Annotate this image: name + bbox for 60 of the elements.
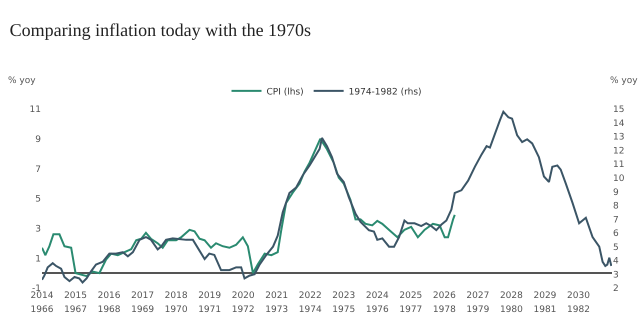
x2-tick-label: 1969 (131, 305, 154, 315)
y2-tick-label: 6 (613, 229, 619, 240)
y2-tick-label: 11 (613, 160, 624, 170)
x2-tick-label: 1975 (332, 305, 356, 315)
y2-axis-title: % yoy (610, 76, 638, 86)
y-tick-label: 5 (35, 194, 41, 205)
x-tick-label: 2025 (399, 291, 422, 301)
x-tick-label: 2022 (298, 291, 322, 301)
x-tick-label: 2018 (164, 291, 188, 301)
y2-tick-label: 2 (613, 284, 619, 294)
x-tick-label: 2024 (366, 291, 390, 301)
x-tick-label: 2020 (232, 291, 255, 301)
y2-tick-label: 12 (613, 146, 624, 156)
x2-tick-label: 1981 (533, 305, 556, 315)
x2-tick-label: 1982 (567, 305, 590, 315)
x2-tick-label: 1967 (64, 305, 87, 315)
x2-tick-label: 1976 (366, 305, 390, 315)
y-tick-label: 3 (35, 224, 41, 234)
y-tick-label: 11 (30, 105, 41, 116)
y2-tick-label: 10 (613, 174, 625, 184)
x-tick-label: 2029 (533, 291, 557, 301)
x-tick-label: 2023 (332, 291, 356, 301)
x2-tick-label: 1970 (164, 305, 188, 315)
y2-tick-label: 5 (613, 242, 619, 253)
chart-title: Comparing inflation today with the 1970s (10, 20, 312, 40)
y2-tick-label: 7 (613, 215, 619, 226)
y2-tick-label: 9 (613, 188, 619, 198)
y-axis-title: % yoy (8, 76, 36, 86)
legend-label: 1974-1982 (rhs) (348, 87, 422, 98)
x2-tick-label: 1978 (432, 305, 456, 315)
y-tick-label: 7 (35, 164, 41, 175)
x2-tick-label: 1973 (265, 305, 288, 315)
y2-tick-label: 15 (613, 105, 624, 116)
x2-tick-label: 1972 (232, 305, 255, 315)
x2-tick-label: 1980 (500, 305, 524, 315)
x-tick-label: 2015 (64, 291, 87, 301)
x2-tick-label: 1971 (198, 305, 222, 315)
x2-tick-label: 1977 (399, 305, 422, 315)
x2-tick-label: 1968 (98, 305, 121, 315)
x-tick-label: 2021 (265, 291, 288, 301)
y-tick-label: 1 (35, 254, 41, 264)
y-tick-label: 9 (35, 134, 42, 145)
y2-tick-label: 14 (613, 118, 625, 129)
x-tick-label: 2019 (198, 291, 222, 301)
line-series (42, 110, 612, 284)
legend-label: CPI (lhs) (266, 87, 304, 98)
y2-tick-label: 8 (613, 202, 619, 212)
x2-tick-label: 1974 (298, 305, 322, 315)
x2-tick-label: 1979 (466, 305, 490, 315)
x-tick-label: 2016 (98, 291, 121, 301)
x-tick-label: 2028 (500, 291, 524, 301)
x-tick-label: 2027 (466, 291, 490, 301)
x-tick-label: 2017 (131, 291, 154, 301)
y2-tick-label: 3 (613, 270, 619, 280)
y2-tick-label: 4 (613, 256, 619, 267)
line-series (42, 138, 456, 278)
x2-tick-label: 1966 (30, 305, 54, 315)
y2-tick-label: 13 (613, 132, 624, 143)
x-tick-label: 2030 (567, 291, 590, 301)
x-tick-label: 2026 (432, 291, 456, 301)
